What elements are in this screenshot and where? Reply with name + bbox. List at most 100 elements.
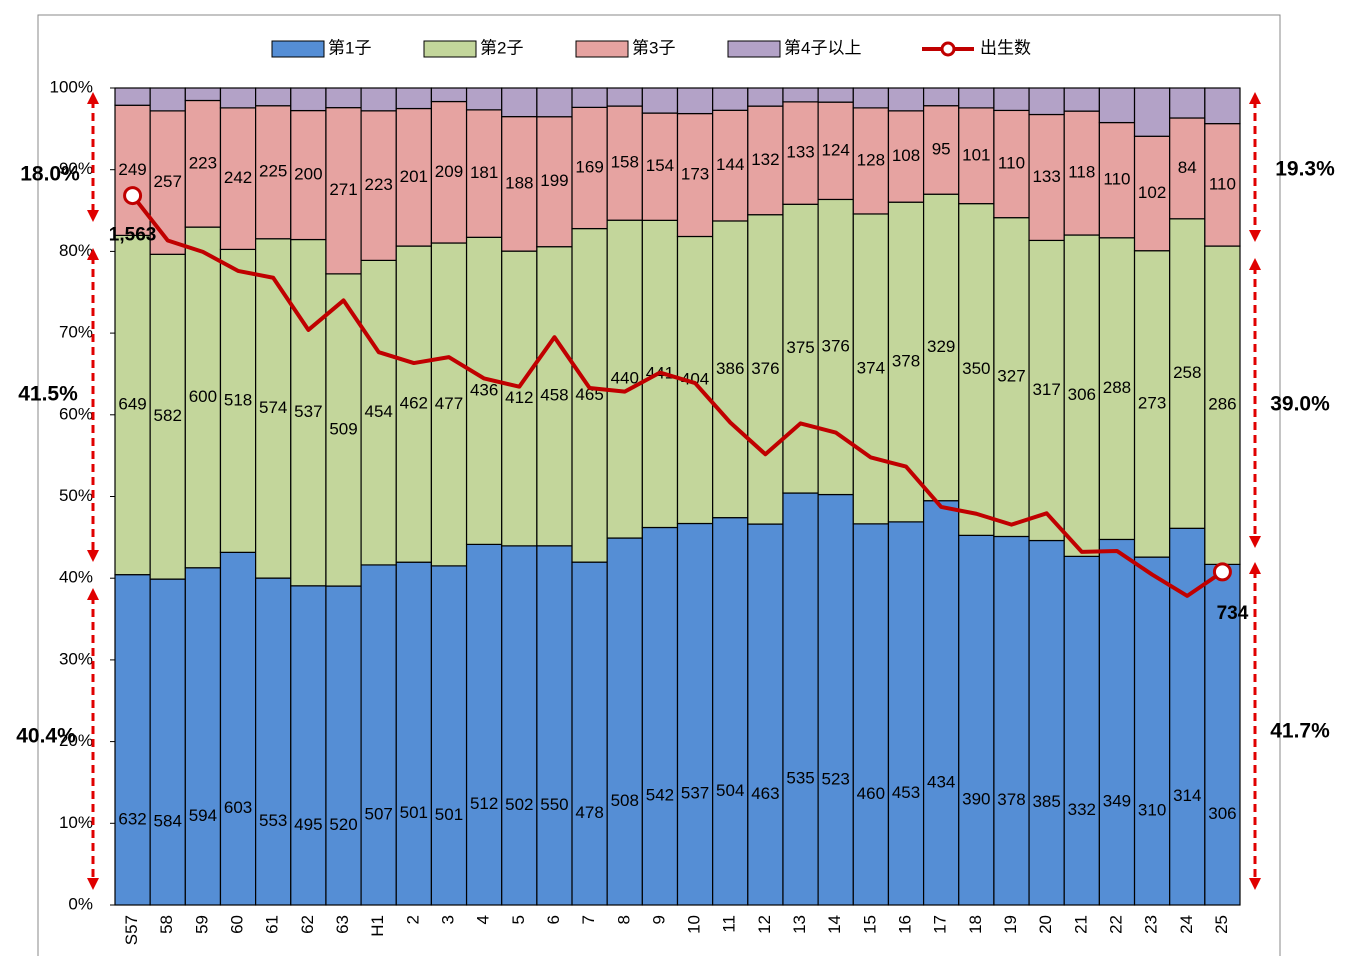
bar-segment [1133,250,1171,558]
x-tick-label: 6 [544,915,563,924]
data-label: 453 [892,783,920,802]
annotation: 41.7% [1270,720,1330,743]
legend-label: 出生数 [980,38,1031,57]
bar-segment [571,561,608,906]
bar-segment [606,105,643,221]
data-label: 144 [716,155,744,174]
data-label: 404 [681,369,709,388]
data-label: 306 [1068,385,1096,404]
bar-segment [114,234,151,576]
x-tick-label: 23 [1142,915,1161,934]
bar-segment [290,585,327,906]
bar-segment [360,564,397,906]
data-label: 258 [1173,363,1201,382]
arrow-head [87,210,99,222]
data-label: 509 [329,419,357,438]
y-tick-label: 30% [59,649,93,668]
bar-segment [149,87,186,112]
bar-segment [887,87,925,112]
bar-segment [747,87,784,107]
y-tick-label: 50% [59,486,93,505]
bar-segment [184,87,222,102]
data-label: 594 [189,806,217,825]
y-tick-label: 90% [59,159,93,178]
data-label: 385 [1032,792,1060,811]
data-label: 535 [786,769,814,788]
data-label: 460 [857,784,885,803]
bar-segment [149,578,186,906]
data-label: 288 [1103,378,1131,397]
legend-swatch [727,40,781,58]
data-label: 133 [786,143,814,162]
legend-label: 第1子 [328,38,371,57]
data-label: 537 [681,784,709,803]
x-tick-label: 58 [157,915,176,934]
line-marker [123,186,143,206]
bar-segment [993,87,1030,112]
bar-segment [922,87,960,107]
data-label: 154 [646,156,674,175]
bar-segment [817,493,854,906]
data-label: 462 [400,394,428,413]
bar-segment [747,523,784,906]
bar-segment [606,537,643,906]
x-tick-label: 22 [1106,915,1125,934]
bar-segment [325,273,362,587]
x-tick-label: 13 [790,915,809,934]
data-label: 600 [189,387,217,406]
data-label: 242 [224,168,252,187]
data-label: 132 [751,150,779,169]
bar-segment [676,522,714,906]
y-tick-label: 20% [59,731,93,750]
bar-segment [1204,87,1241,125]
bar-segment [536,545,573,906]
x-tick-label: 12 [755,915,774,934]
bar-segment [782,492,819,906]
x-tick-label: 63 [333,915,352,934]
data-label: 201 [400,167,428,186]
x-tick-label: 60 [228,915,247,934]
x-tick-label: 59 [192,915,211,934]
data-label: 574 [259,398,287,417]
bar-segment [606,87,643,107]
bar-segment [325,107,362,275]
data-label: 169 [575,157,603,176]
data-label: 495 [294,815,322,834]
data-label: 108 [892,146,920,165]
legend-swatch [575,40,629,58]
bar-segment [817,87,854,103]
data-label: 507 [364,804,392,823]
x-tick-label: 4 [474,915,493,924]
data-label: 376 [822,336,850,355]
arrow-head [1249,562,1261,574]
data-label: 390 [962,790,990,809]
data-label: 158 [611,153,639,172]
bar-segment [219,551,257,906]
y-tick-label: 70% [59,323,93,342]
bar-segment [219,248,257,553]
data-label: 349 [1103,792,1131,811]
data-label: 376 [751,359,779,378]
y-tick-label: 60% [59,404,93,423]
data-label: 375 [786,338,814,357]
bar-segment [676,112,714,238]
bar-segment [571,227,608,563]
x-tick-label: H1 [368,915,387,937]
x-tick-label: 61 [263,915,282,934]
data-label: 501 [435,805,463,824]
data-label: 350 [962,359,990,378]
line-label: 734 [1217,603,1249,624]
data-label: 225 [259,162,287,181]
bar-segment [290,87,327,112]
x-tick-label: 19 [1001,915,1020,934]
x-tick-label: 20 [1036,915,1055,934]
arrow-head [1249,536,1261,548]
birth-line [131,194,1224,598]
data-label: 542 [646,786,674,805]
bar-segment [922,193,960,502]
data-label: 249 [118,160,146,179]
data-label: 537 [294,402,322,421]
bar-segment [430,565,468,906]
data-label: 257 [154,172,182,191]
